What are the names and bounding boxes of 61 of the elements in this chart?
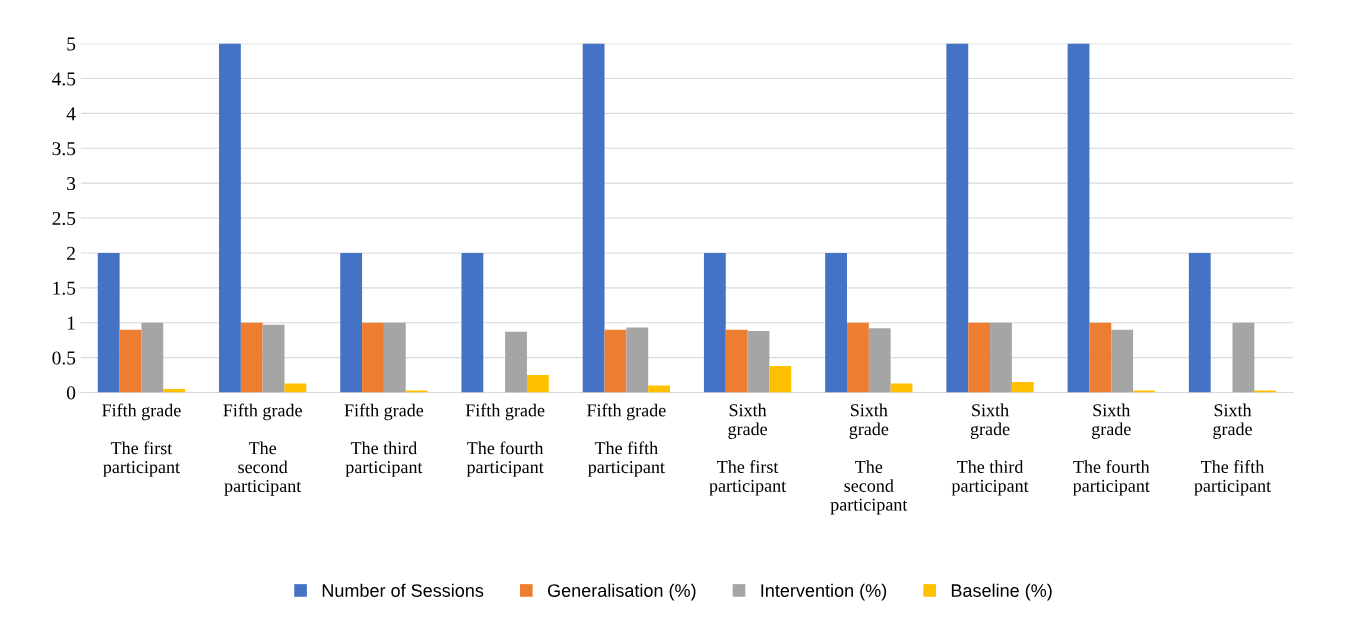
bar	[461, 252, 484, 393]
legend-label: Number of Sessions	[322, 583, 484, 597]
bar	[825, 252, 847, 393]
bar	[846, 322, 869, 393]
y-tick-label: 4	[66, 107, 76, 121]
x-tick-label: Fifth grade The first participant	[102, 403, 181, 477]
y-tick-label: 0	[66, 386, 76, 400]
x-tick-label: Fifth grade The fourth participant	[465, 403, 545, 477]
bar	[240, 322, 263, 393]
bar	[1067, 43, 1090, 393]
bar	[383, 322, 406, 393]
bar	[769, 365, 792, 393]
bar	[1188, 252, 1211, 393]
y-tick-label: 3.5	[52, 142, 76, 156]
bar	[219, 43, 241, 393]
y-tick-label: 2.5	[52, 211, 76, 226]
bar	[1232, 322, 1255, 393]
bar	[505, 331, 527, 393]
bar	[262, 324, 285, 393]
y-tick-label: 1	[67, 316, 75, 330]
bar	[946, 43, 969, 393]
bar	[284, 383, 307, 393]
x-tick-label: Sixth grade The third participant	[951, 403, 1029, 496]
x-tick-label: Sixth grade The fifth participant	[1194, 403, 1271, 496]
bar	[97, 252, 120, 393]
bar	[1089, 322, 1112, 393]
bar	[582, 43, 605, 393]
bar	[626, 327, 649, 393]
x-tick-label: Fifth grade The second participant	[223, 403, 302, 496]
bar	[405, 390, 428, 393]
bar	[1133, 390, 1155, 393]
bar	[1011, 382, 1034, 393]
x-tick-label: Sixth grade The second participant	[830, 403, 908, 515]
x-tick-label: Sixth grade The first participant	[709, 403, 787, 496]
bar	[141, 322, 164, 393]
x-tick-label: Fifth grade The third participant	[344, 403, 424, 477]
bar	[1254, 390, 1277, 393]
y-tick-label: 0.5	[52, 351, 76, 365]
bar	[725, 329, 748, 393]
bar	[703, 252, 726, 393]
bar	[890, 383, 913, 393]
x-tick-label: Fifth grade The fifth participant	[587, 403, 666, 477]
bar	[362, 322, 384, 393]
bar	[968, 322, 991, 393]
bar	[868, 328, 891, 393]
legend-label: Intervention (%)	[761, 583, 887, 601]
y-tick-label: 2	[67, 246, 75, 260]
bar	[526, 375, 549, 393]
bar	[1111, 329, 1134, 393]
bar	[340, 252, 363, 393]
bar	[747, 331, 770, 393]
legend-label: Generalisation (%)	[547, 583, 696, 601]
bar	[990, 322, 1012, 393]
bar	[119, 329, 142, 393]
x-tick-label: Sixth grade The fourth participant	[1072, 403, 1150, 496]
bar	[604, 329, 627, 393]
y-tick-label: 3	[67, 177, 76, 191]
legend-label: Baseline (%)	[951, 583, 1052, 601]
y-tick-label: 5	[67, 37, 76, 51]
y-tick-label: 4.5	[52, 72, 76, 86]
y-tick-label: 1.5	[53, 281, 76, 295]
